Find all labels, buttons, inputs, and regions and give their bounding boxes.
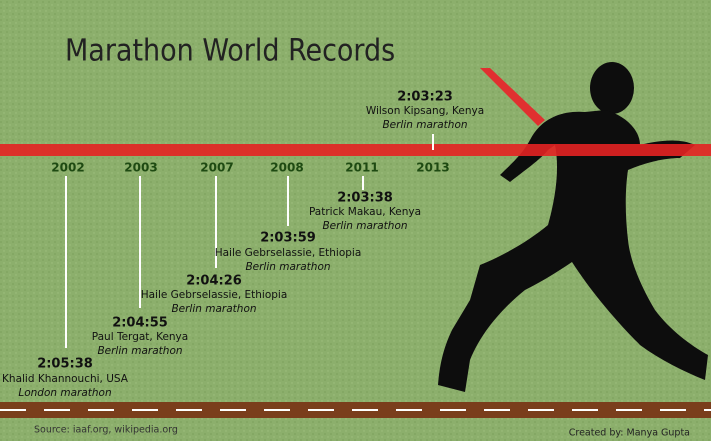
source: Source: iaaf.org, wikipedia.org [34, 425, 178, 436]
record-holder: Paul Tergat, Kenya [92, 331, 188, 343]
record-race: Berlin marathon [171, 303, 256, 315]
runner [438, 62, 708, 392]
year: 2013 [416, 161, 449, 175]
record-race: Berlin marathon [382, 119, 467, 131]
record-holder: Wilson Kipsang, Kenya [366, 105, 484, 117]
year: 2003 [124, 161, 157, 175]
record-time: 2:04:26 [186, 274, 242, 289]
record-time: 2:03:38 [337, 191, 393, 206]
record-time: 2:03:23 [397, 90, 453, 105]
credit: Created by: Manya Gupta [569, 428, 690, 439]
year: 2008 [270, 161, 303, 175]
tape [480, 68, 545, 126]
record-time: 2:05:38 [37, 357, 93, 372]
record-time: 2:04:55 [112, 316, 168, 331]
title: Marathon World Records [65, 34, 395, 69]
record-race: Berlin marathon [322, 220, 407, 232]
record-holder: Patrick Makau, Kenya [309, 206, 421, 218]
record-holder: Khalid Khannouchi, USA [2, 373, 129, 385]
record-holder: Haile Gebrselassie, Ethiopia [141, 289, 288, 301]
year: 2002 [51, 161, 84, 175]
timeline-band [0, 144, 711, 156]
record-holder: Haile Gebrselassie, Ethiopia [215, 247, 362, 259]
record-race: Berlin marathon [245, 261, 330, 273]
record-race: London marathon [18, 387, 111, 399]
year: 2011 [345, 161, 378, 175]
record-time: 2:03:59 [260, 231, 316, 246]
record-race: Berlin marathon [97, 345, 182, 357]
year: 2007 [200, 161, 233, 175]
